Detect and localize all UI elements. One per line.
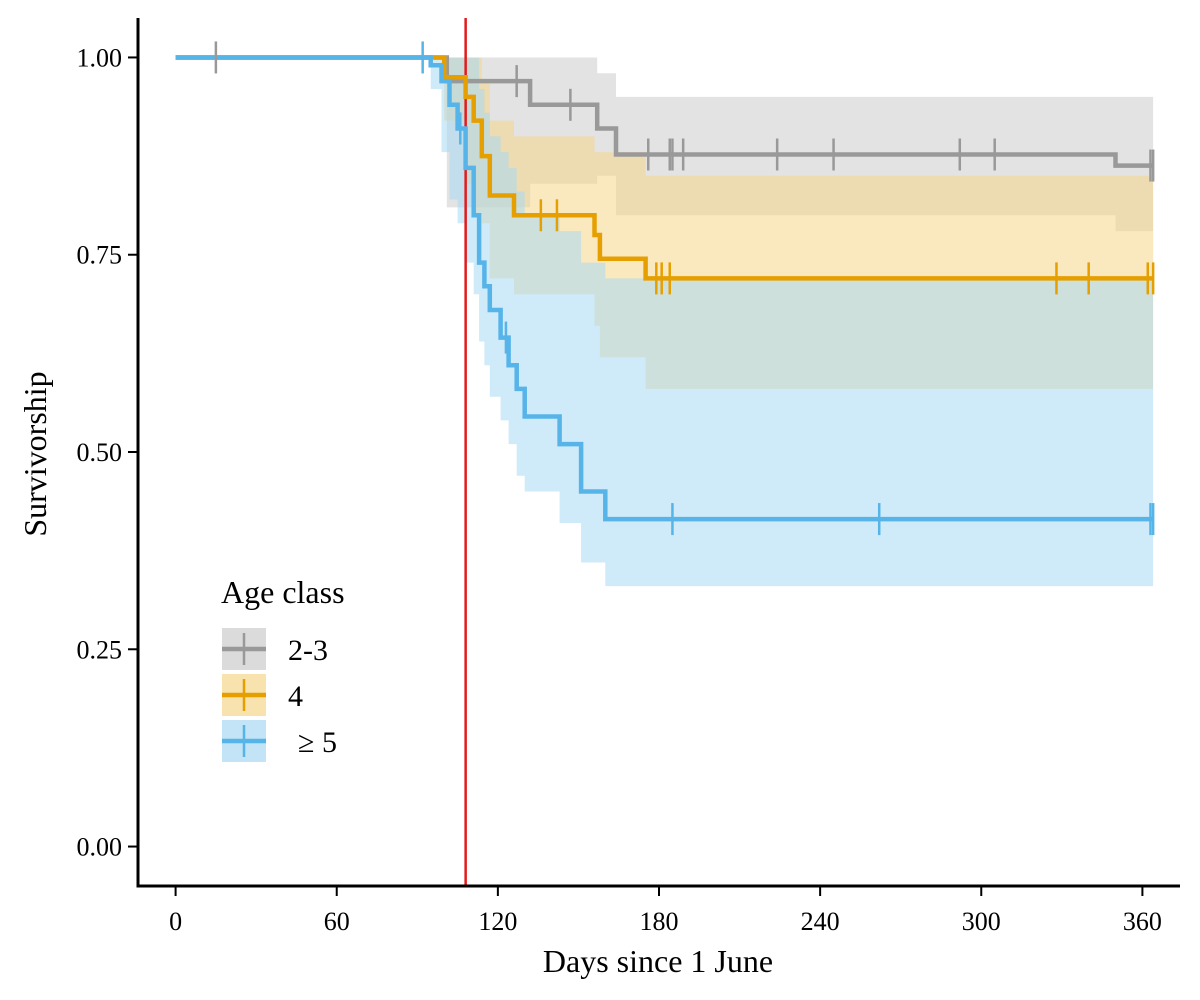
- legend-title: Age class: [221, 574, 345, 610]
- legend-label: 2-3: [288, 634, 328, 667]
- axes: 0 60 120 180 240 300 360 0.00 0.25 0.50 0.75 1.00: [77, 18, 1180, 936]
- x-tick-label: 300: [962, 907, 1001, 936]
- x-tick-label: 180: [640, 907, 679, 936]
- y-tick-label: 0.50: [77, 438, 123, 467]
- censor-marks: [214, 41, 1155, 536]
- x-tick-label: 120: [478, 907, 517, 936]
- survival-curve-1: [175, 55, 1154, 281]
- survival-curve-2: [175, 55, 1154, 522]
- y-tick-label: 1.00: [77, 43, 123, 72]
- y-tick-label: 0.25: [77, 635, 123, 664]
- survival-curves: [175, 55, 1154, 522]
- confidence-band-2: [175, 57, 1154, 587]
- confidence-bands: [175, 57, 1154, 587]
- x-tick-label: 0: [169, 907, 182, 936]
- y-tick-label: 0.75: [77, 241, 123, 270]
- y-tick-label: 0.00: [77, 833, 123, 862]
- x-tick-label: 60: [324, 907, 350, 936]
- legend-label: ≥ 5: [298, 726, 337, 759]
- x-axis-title: Days since 1 June: [543, 943, 773, 979]
- legend-label: 4: [288, 680, 303, 713]
- y-axis-title: Survivorship: [17, 371, 53, 536]
- legend: Age class 2-3 4 ≥ 5: [221, 574, 345, 762]
- x-tick-label: 360: [1123, 907, 1162, 936]
- x-tick-label: 240: [801, 907, 840, 936]
